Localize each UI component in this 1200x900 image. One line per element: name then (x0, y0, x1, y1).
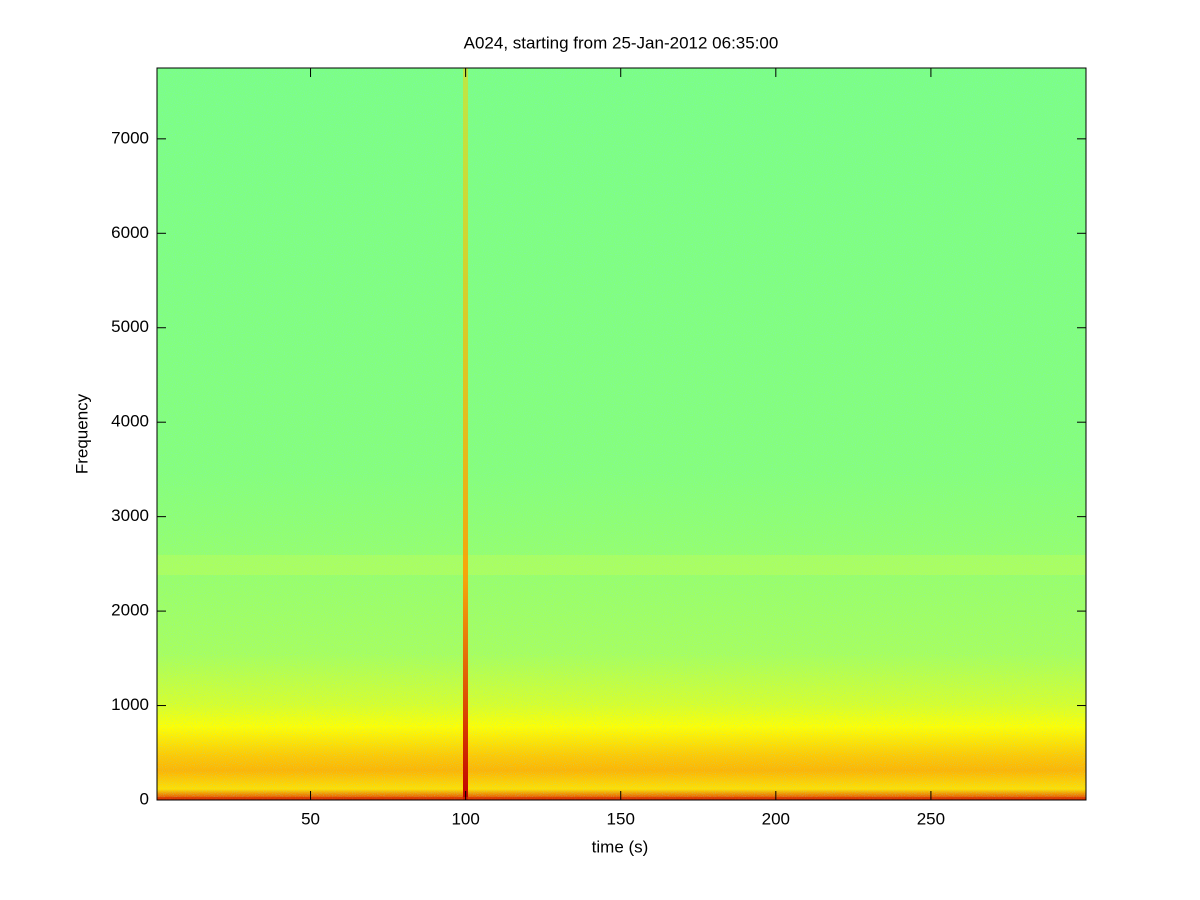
x-tick-label: 250 (917, 809, 945, 828)
y-tick-label: 4000 (111, 412, 149, 431)
spectrogram-noise (157, 68, 1086, 800)
chart-title: A024, starting from 25-Jan-2012 06:35:00 (464, 33, 779, 52)
axes-frame (156, 67, 1087, 801)
y-tick-label: 5000 (111, 317, 149, 336)
y-tick-label: 0 (140, 789, 149, 808)
transient-streak (463, 68, 468, 800)
y-axis-label: Frequency (72, 393, 91, 474)
x-tick-label: 150 (607, 809, 635, 828)
plot-area (157, 68, 1086, 800)
y-tick-label: 6000 (111, 223, 149, 242)
y-tick-label: 2000 (111, 601, 149, 620)
y-tick-label: 1000 (111, 695, 149, 714)
x-tick-label: 100 (451, 809, 479, 828)
low-frequency-edge (157, 797, 1086, 800)
y-tick-label: 3000 (111, 506, 149, 525)
x-tick-label: 200 (762, 809, 790, 828)
spectral-band (157, 555, 1086, 575)
x-tick-label: 50 (301, 809, 320, 828)
x-axis-label: time (s) (592, 837, 649, 856)
y-tick-label: 7000 (111, 128, 149, 147)
